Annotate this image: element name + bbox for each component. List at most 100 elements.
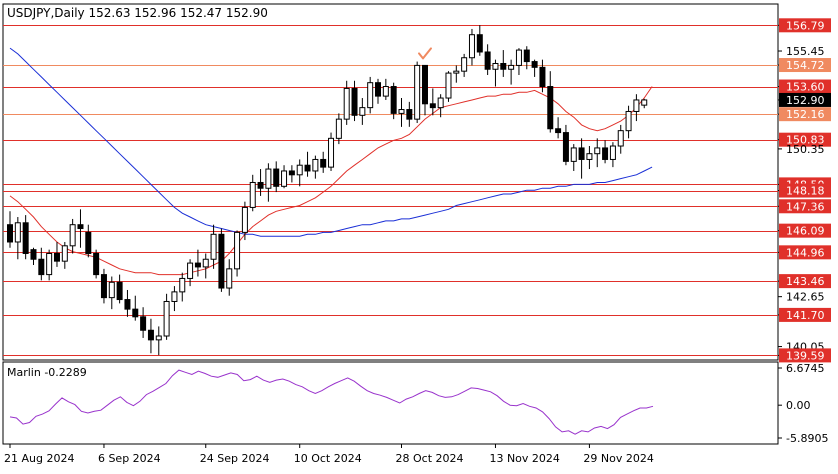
candle-body-up [586, 153, 593, 160]
candle-body-up [296, 164, 303, 176]
candle-body-up [210, 233, 217, 260]
moving-averages [9, 47, 653, 276]
candle [562, 124, 569, 166]
candle-body-up [187, 262, 194, 279]
price-tick-label: 155.45 [786, 45, 825, 58]
candle [515, 48, 522, 76]
candle [633, 94, 640, 122]
candle-body-down [351, 87, 358, 116]
candle [312, 155, 319, 179]
candle-body-up [171, 291, 178, 302]
candle-body-up [335, 118, 342, 139]
candle-body-down [500, 62, 507, 70]
candle-body-up [265, 168, 272, 189]
candle-body-up [398, 109, 405, 114]
price-tick-label: 156.79 [786, 19, 825, 32]
candle [429, 88, 436, 116]
candle-body-up [594, 147, 601, 155]
candle [257, 169, 264, 196]
candle [492, 59, 499, 87]
signal-marks [417, 47, 432, 60]
candle [461, 53, 468, 77]
candle [187, 259, 194, 287]
candle-body-down [375, 82, 382, 97]
candle [406, 101, 413, 127]
candle-body-up [226, 268, 233, 289]
candle [367, 76, 374, 114]
candle-body-down [53, 252, 60, 262]
candle-body-down [562, 132, 569, 162]
candle-body-down [38, 258, 45, 276]
price-label-bg [779, 307, 831, 322]
candle [602, 140, 609, 164]
candle [320, 151, 327, 173]
price-label-bg [779, 92, 831, 107]
candle [500, 50, 507, 77]
candle [116, 274, 123, 304]
candle [421, 64, 428, 116]
candle [147, 318, 154, 354]
candle [445, 71, 452, 102]
candle [508, 59, 515, 85]
candle [594, 138, 601, 168]
candle-body-down [421, 64, 428, 105]
candle [53, 241, 60, 267]
candle [171, 286, 178, 312]
indicator-pane: Marlin -0.2289 [2, 361, 779, 445]
candle [249, 174, 256, 212]
candle [375, 78, 382, 104]
candle [468, 28, 475, 66]
candle-body-down [406, 109, 413, 120]
candle-body-up [155, 335, 162, 341]
indicator-tick-label: -5.8905 [786, 432, 828, 445]
candle-body-down [100, 274, 107, 299]
candle-body-down [218, 233, 225, 289]
candle [61, 241, 68, 269]
candle-body-down [288, 170, 295, 176]
horizontal-levels [3, 25, 778, 356]
candle [124, 289, 131, 317]
candle-body-down [320, 158, 327, 168]
candle [241, 201, 248, 241]
candle-body-up [46, 252, 53, 276]
candle [69, 218, 76, 254]
candle-body-up [437, 97, 444, 109]
indicator-label: Marlin -0.2289 [7, 366, 87, 379]
candle-body-down [304, 164, 311, 172]
candle-body-up [625, 110, 632, 132]
price-tick-label: 150.83 [786, 134, 825, 147]
marlin-oscillator [9, 369, 654, 435]
candle [609, 142, 616, 168]
date-tick-label: 10 Oct 2024 [294, 452, 362, 465]
date-tick-label: 28 Oct 2024 [396, 452, 464, 465]
signal-check-icon [417, 47, 432, 60]
price-tick-label: 144.96 [786, 246, 825, 259]
ma-slow-line [9, 47, 653, 237]
candle-body-up [641, 99, 648, 106]
price-tick-label: 153.60 [786, 81, 825, 94]
date-tick-label: 21 Aug 2024 [4, 452, 74, 465]
price-label-bg [779, 274, 831, 289]
candle [539, 59, 546, 93]
candle-body-up [367, 82, 374, 109]
price-tick-label: 147.36 [786, 200, 825, 213]
candle-body-down [22, 222, 29, 254]
candle-body-down [531, 61, 538, 68]
marlin-line [9, 369, 654, 435]
candle-body-up [414, 64, 421, 120]
date-tick-label: 24 Sep 2024 [200, 452, 270, 465]
candle-body-up [468, 34, 475, 59]
candle-body-down [476, 34, 483, 53]
candle [14, 217, 21, 260]
candle [202, 253, 209, 279]
candle [163, 293, 170, 340]
candle [93, 249, 100, 279]
candle [343, 80, 350, 125]
date-tick-label: 13 Nov 2024 [489, 452, 559, 465]
candle [7, 211, 13, 248]
candle-body-down [390, 86, 397, 114]
date-tick-label: 29 Nov 2024 [583, 452, 653, 465]
price-label-bg [779, 348, 831, 363]
